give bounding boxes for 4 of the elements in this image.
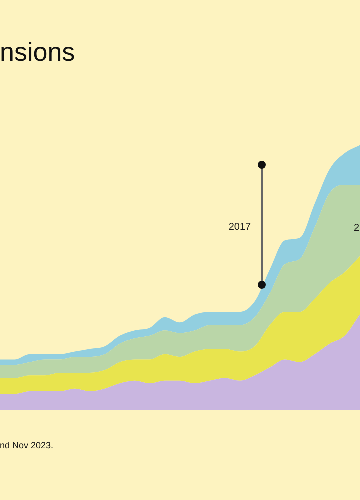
text: nd Nov 2023. — [0, 440, 54, 450]
annotation: 2017 — [228, 222, 252, 233]
chart-title: nsions — [0, 36, 76, 67]
annotation: 2 — [354, 222, 360, 234]
